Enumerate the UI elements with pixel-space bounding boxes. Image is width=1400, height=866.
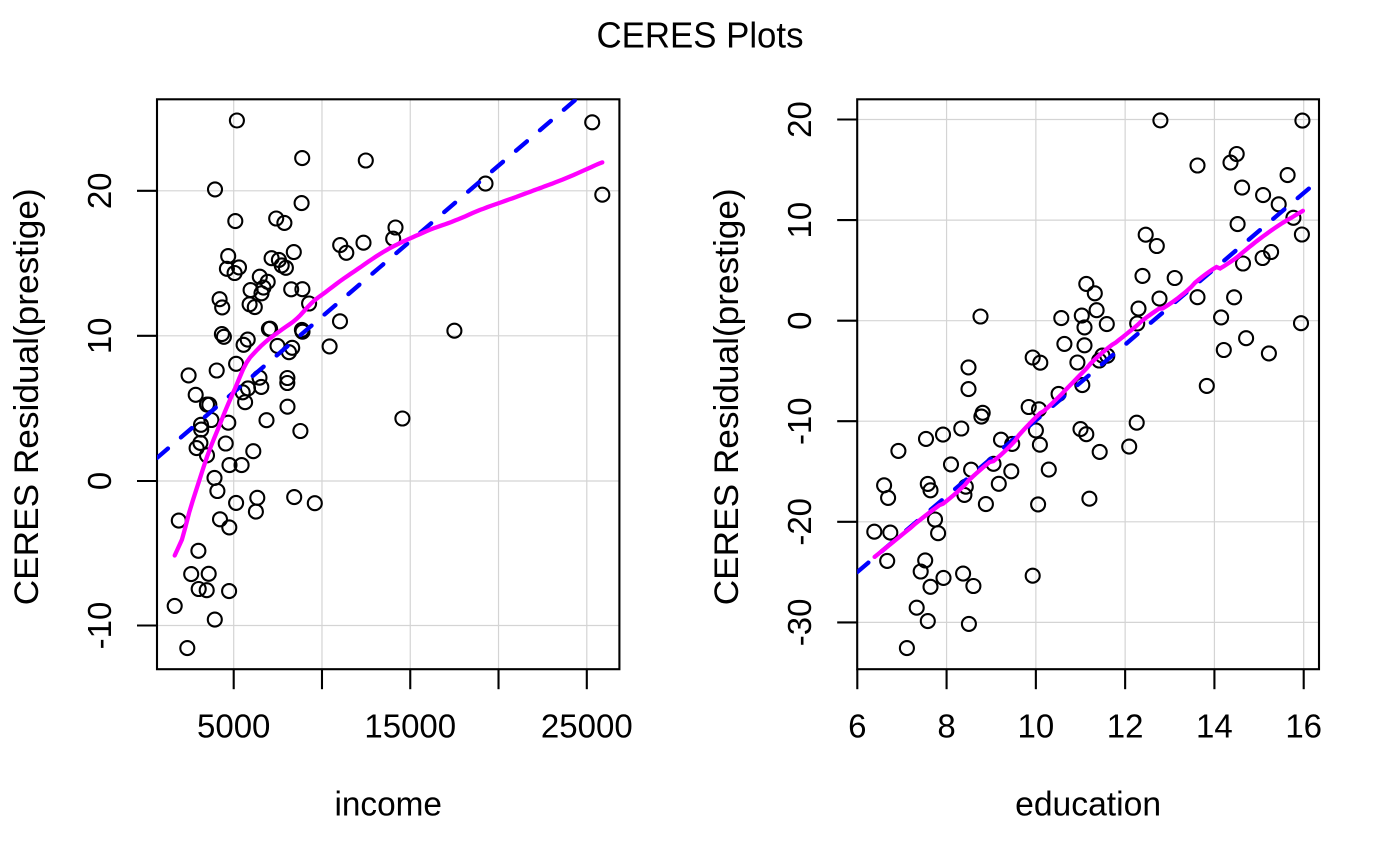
svg-text:20: 20	[781, 101, 818, 138]
svg-text:25000: 25000	[541, 708, 633, 745]
svg-text:-10: -10	[81, 602, 118, 650]
svg-text:CERES Residual(prestige): CERES Residual(prestige)	[8, 188, 46, 605]
svg-text:12: 12	[1107, 708, 1144, 745]
svg-text:0: 0	[81, 472, 118, 490]
svg-text:20: 20	[81, 172, 118, 209]
svg-text:6: 6	[848, 708, 866, 745]
svg-text:CERES Residual(prestige): CERES Residual(prestige)	[708, 188, 746, 605]
svg-text:-10: -10	[781, 397, 818, 445]
svg-text:14: 14	[1196, 708, 1233, 745]
svg-text:education: education	[1015, 786, 1161, 824]
svg-text:16: 16	[1285, 708, 1322, 745]
svg-text:CERES Plots: CERES Plots	[597, 15, 804, 56]
svg-text:10: 10	[1018, 708, 1055, 745]
svg-text:15000: 15000	[364, 708, 456, 745]
svg-text:5000: 5000	[197, 708, 270, 745]
svg-text:0: 0	[781, 312, 818, 330]
svg-text:10: 10	[781, 202, 818, 239]
svg-text:income: income	[334, 786, 442, 824]
svg-text:-20: -20	[781, 498, 818, 546]
svg-text:10: 10	[81, 317, 118, 354]
svg-text:8: 8	[937, 708, 955, 745]
svg-text:-30: -30	[781, 599, 818, 647]
